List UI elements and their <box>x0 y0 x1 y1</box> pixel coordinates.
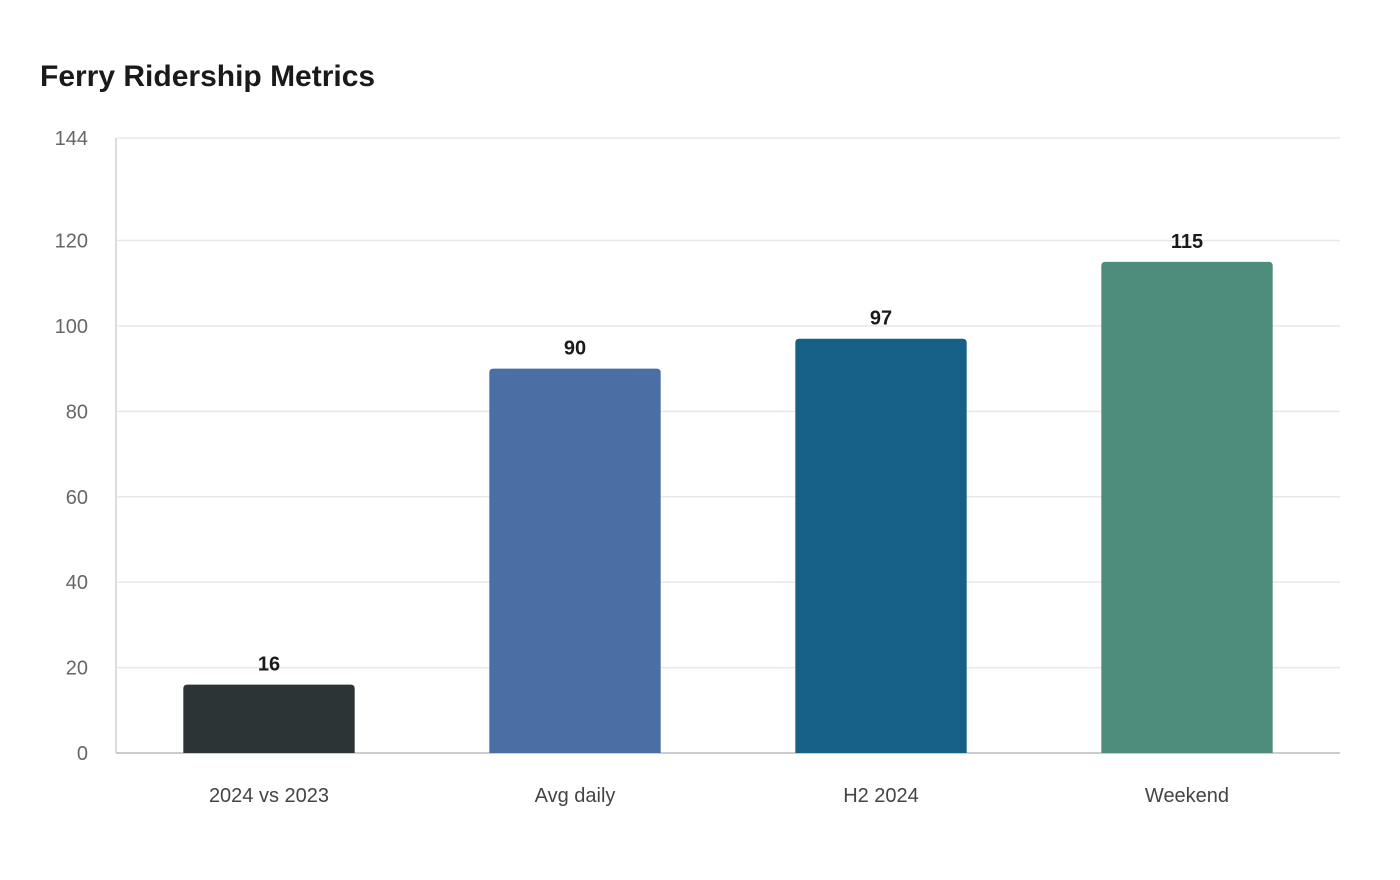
bar-value-label: 115 <box>1171 231 1203 253</box>
bar-value-label: 97 <box>870 308 892 330</box>
y-tick-label: 144 <box>55 128 88 150</box>
y-tick-label: 40 <box>66 572 88 594</box>
y-tick-label: 0 <box>77 743 88 765</box>
bar <box>1101 261 1273 753</box>
y-tick-label: 60 <box>66 487 88 509</box>
bar <box>795 338 967 753</box>
x-tick-label: H2 2024 <box>843 785 919 807</box>
bar-value-label: 90 <box>564 338 586 360</box>
y-tick-label: 20 <box>66 658 88 680</box>
x-tick-label: Weekend <box>1145 785 1229 807</box>
bar-value-label: 16 <box>258 654 280 676</box>
y-tick-label: 80 <box>66 401 88 423</box>
chart-title: Ferry Ridership Metrics <box>40 60 376 93</box>
x-axis-ticks: 2024 vs 2023 Avg daily H2 2024 Weekend <box>209 785 1229 807</box>
value-labels: 16 90 97 115 <box>258 231 1203 676</box>
bar <box>489 368 661 753</box>
y-tick-label: 120 <box>55 231 88 253</box>
grid-lines <box>116 137 1340 669</box>
y-tick-label: 100 <box>55 316 88 338</box>
bar <box>183 684 355 753</box>
bars <box>183 261 1273 753</box>
x-tick-label: Avg daily <box>535 785 616 807</box>
x-tick-label: 2024 vs 2023 <box>209 785 329 807</box>
y-axis-ticks: 0 20 40 60 80 100 120 144 <box>55 128 88 765</box>
